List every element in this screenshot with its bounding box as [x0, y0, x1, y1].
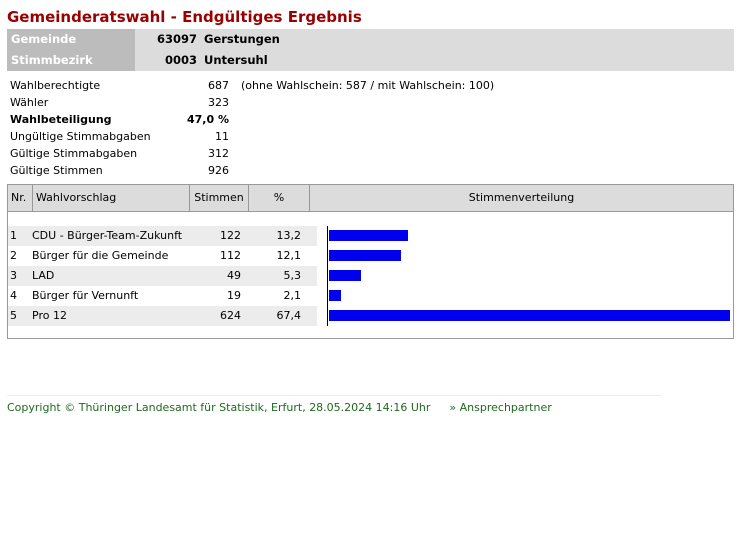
row-votes: 49 [227, 269, 241, 282]
bar-2 [329, 250, 401, 261]
row-votes: 19 [227, 289, 241, 302]
info-row-stimmbezirk: Stimmbezirk 0003 Untersuhl [7, 50, 734, 71]
stat-label: Wahlberechtigte [10, 79, 101, 92]
stat-label: Gültige Stimmabgaben [10, 147, 138, 160]
row-pct: 13,2 [276, 229, 302, 242]
stat-value: 926 [208, 164, 229, 177]
stat-value: 47,0 % [187, 113, 229, 126]
header-stimmenverteilung: Stimmenverteilung [468, 191, 575, 204]
row-votes: 624 [220, 309, 241, 322]
row-votes: 122 [220, 229, 241, 242]
info-label: Gemeinde [7, 29, 135, 50]
footer-divider [7, 395, 662, 396]
results-table: Nr. Wahlvorschlag Stimmen % Stimmenverte… [7, 184, 734, 339]
info-name: Gerstungen [204, 32, 280, 46]
info-number: 63097 [156, 32, 197, 46]
stat-label: Ungültige Stimmabgaben [10, 130, 151, 143]
row-pct: 2,1 [283, 289, 302, 302]
row-name: CDU - Bürger-Team-Zukunft [32, 229, 183, 242]
bar-5 [329, 310, 730, 321]
stat-label: Gültige Stimmen [10, 164, 103, 177]
table-header: Nr. Wahlvorschlag Stimmen % Stimmenverte… [8, 185, 733, 212]
row-name: Bürger für Vernunft [32, 289, 139, 302]
stat-note: (ohne Wahlschein: 587 / mit Wahlschein: … [241, 79, 495, 92]
bar-4 [329, 290, 341, 301]
stat-value: 312 [208, 147, 229, 160]
row-nr: 4 [10, 289, 17, 302]
info-label: Stimmbezirk [7, 50, 135, 71]
ansprechpartner-link[interactable]: » Ansprechpartner [449, 401, 552, 414]
page-title: Gemeinderatswahl - Endgültiges Ergebnis [7, 8, 362, 26]
info-name: Untersuhl [204, 53, 268, 67]
bar-1 [329, 230, 408, 241]
row-name: Bürger für die Gemeinde [32, 249, 169, 262]
row-pct: 12,1 [276, 249, 302, 262]
row-nr: 2 [10, 249, 17, 262]
header-wahlvorschlag: Wahlvorschlag [33, 185, 190, 211]
header-stimmen: Stimmen [190, 185, 249, 211]
stat-value: 687 [208, 79, 229, 92]
row-name: Pro 12 [32, 309, 67, 322]
info-row-gemeinde: Gemeinde 63097 Gerstungen [7, 29, 734, 50]
row-pct: 67,4 [276, 309, 302, 322]
info-number: 0003 [164, 53, 197, 67]
footer: Copyright © Thüringer Landesamt für Stat… [7, 401, 552, 414]
row-votes: 112 [220, 249, 241, 262]
row-pct: 5,3 [283, 269, 302, 282]
stat-label: Wahlbeteiligung [10, 113, 112, 126]
stat-value: 323 [208, 96, 229, 109]
header-nr: Nr. [8, 185, 33, 211]
copyright-text: Copyright © Thüringer Landesamt für Stat… [7, 401, 431, 414]
header-prozent: % [249, 185, 310, 211]
chart-axis [327, 226, 328, 326]
row-nr: 1 [10, 229, 17, 242]
stat-value: 11 [215, 130, 229, 143]
row-nr: 3 [10, 269, 17, 282]
bar-3 [329, 270, 361, 281]
stat-label: Wähler [10, 96, 49, 109]
row-nr: 5 [10, 309, 17, 322]
row-name: LAD [32, 269, 55, 282]
